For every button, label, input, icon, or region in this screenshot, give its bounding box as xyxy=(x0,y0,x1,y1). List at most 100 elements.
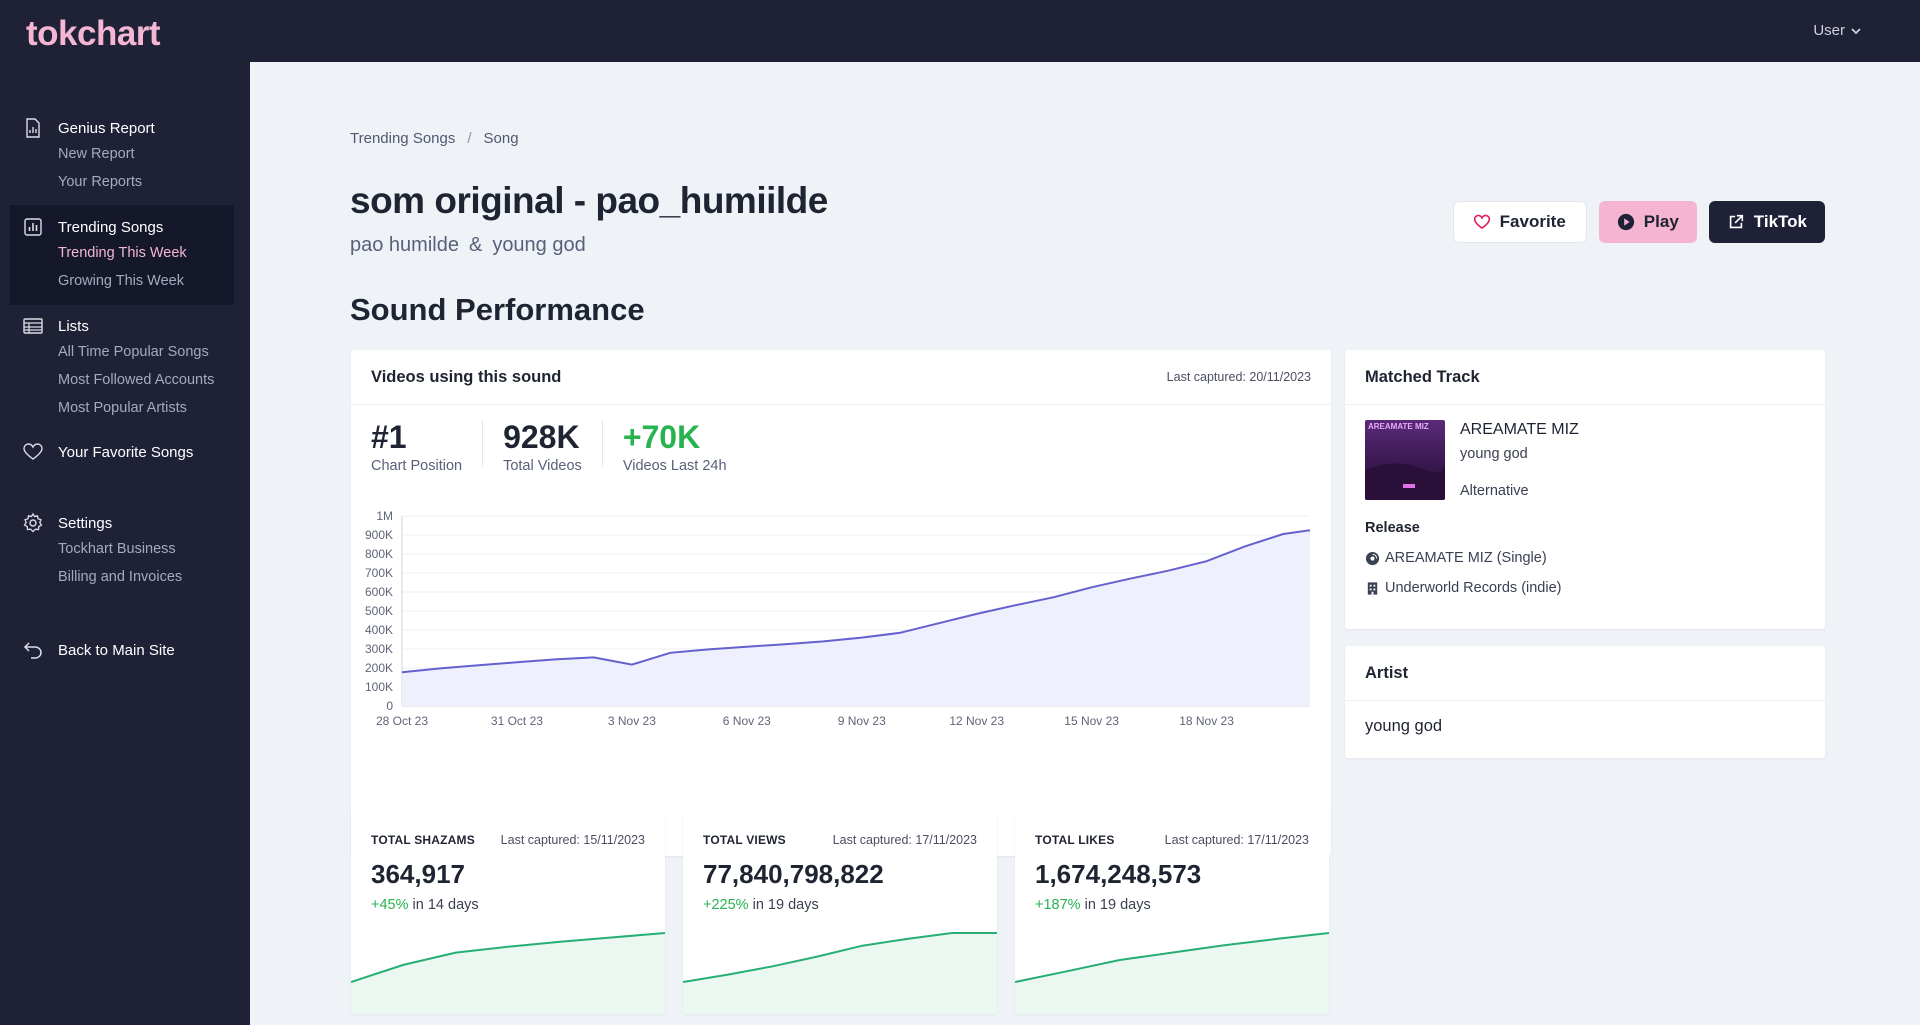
nav-trending-songs-label: Trending Songs xyxy=(58,218,164,236)
videos-area xyxy=(402,530,1310,706)
y-tick-label: 1M xyxy=(376,509,393,523)
nav-group-favorites: Your Favorite Songs xyxy=(10,430,234,474)
total-likes-sparkline xyxy=(1015,932,1329,1014)
release-name: AREAMATE MIZ (Single) xyxy=(1385,550,1547,566)
app-logo[interactable]: tokchart xyxy=(26,14,161,53)
nav-your-reports[interactable]: Your Reports xyxy=(58,174,143,190)
total-likes-head: TOTAL LIKES Last captured: 17/11/2023 xyxy=(1035,833,1309,847)
matched-track-genre: Alternative xyxy=(1460,483,1529,499)
nav-back-to-main-site[interactable]: Back to Main Site xyxy=(22,638,234,662)
nav-trending-this-week[interactable]: Trending This Week xyxy=(58,245,187,261)
y-tick-label: 900K xyxy=(365,528,393,542)
videos-chart: 0 100K 200K 300K 400K 500K 600K 700K 800K 900K 1M 2… xyxy=(365,509,1311,728)
section-title: Sound Performance xyxy=(350,292,645,327)
nav-settings[interactable]: Settings xyxy=(22,511,234,535)
total-views-head: TOTAL VIEWS Last captured: 17/11/2023 xyxy=(703,833,977,847)
back-arrow-icon xyxy=(23,642,42,659)
matched-track-card: Matched Track AREAMATE MIZ AREAMATE MIZ … xyxy=(1345,350,1825,629)
song-title: som original - pao_humiilde xyxy=(350,180,828,221)
x-tick-label: 18 Nov 23 xyxy=(1179,714,1234,728)
x-tick-label: 31 Oct 23 xyxy=(491,714,543,728)
x-tick-label: 9 Nov 23 xyxy=(838,714,886,728)
videos-last-captured: Last captured: 20/11/2023 xyxy=(1166,370,1311,384)
tiktok-button[interactable]: TikTok xyxy=(1708,201,1825,243)
sparkline-area xyxy=(1015,933,1329,1014)
stat-videos-last-24h: +70K Videos Last 24h xyxy=(622,419,747,474)
y-tick-label: 100K xyxy=(365,680,393,694)
user-menu[interactable]: User xyxy=(1813,22,1862,39)
videos-stats: #1 Chart Position 928K Total Videos +70K… xyxy=(371,419,767,474)
nav-new-report[interactable]: New Report xyxy=(58,146,135,162)
total-likes-value: 1,674,248,573 xyxy=(1035,859,1202,889)
nav-genius-report[interactable]: Genius Report xyxy=(22,116,234,140)
y-tick-label: 300K xyxy=(365,642,393,656)
release-label: Release xyxy=(1365,520,1420,536)
nav-your-favorite-songs[interactable]: Your Favorite Songs xyxy=(22,440,234,464)
nav-your-favorite-songs-label: Your Favorite Songs xyxy=(58,443,194,461)
stat-chart-position: #1 Chart Position xyxy=(371,419,484,474)
matched-track-artist[interactable]: young god xyxy=(1460,446,1528,462)
stat-chart-position-value: #1 xyxy=(371,419,407,455)
external-link-icon xyxy=(1729,214,1743,229)
y-tick-label: 500K xyxy=(365,604,393,618)
total-shazams-last-captured: Last captured: 15/11/2023 xyxy=(500,833,645,847)
total-shazams-pct: +45% xyxy=(371,897,409,913)
nav-lists[interactable]: Lists xyxy=(22,314,234,338)
album-cover-art: AREAMATE MIZ xyxy=(1365,420,1445,500)
song-artists: pao humilde & young god xyxy=(350,234,586,257)
document-chart-icon xyxy=(26,118,40,138)
play-circle-icon xyxy=(1617,213,1634,231)
matched-track-title: Matched Track xyxy=(1365,367,1480,386)
stat-videos-last-24h-label: Videos Last 24h xyxy=(622,458,727,474)
y-tick-label: 0 xyxy=(386,699,393,713)
artist-name[interactable]: young god xyxy=(1365,717,1443,735)
nav-lists-label: Lists xyxy=(58,317,89,335)
artist-card-header: Artist xyxy=(1345,646,1825,701)
total-views-delta: +225% in 19 days xyxy=(703,897,819,913)
total-shazams-card: TOTAL SHAZAMS Last captured: 15/11/2023 … xyxy=(351,811,665,1014)
y-tick-label: 400K xyxy=(365,623,393,637)
favorite-button[interactable]: Favorite xyxy=(1452,201,1587,243)
nav-most-followed-accounts[interactable]: Most Followed Accounts xyxy=(58,372,215,388)
nav-trending-songs[interactable]: Trending Songs xyxy=(22,215,234,239)
nav-tockhart-business[interactable]: Tockhart Business xyxy=(58,541,176,557)
nav-back-to-main-site-label: Back to Main Site xyxy=(58,641,175,659)
nav-genius-report-label: Genius Report xyxy=(58,119,155,137)
nav-billing-and-invoices[interactable]: Billing and Invoices xyxy=(58,569,183,585)
gear-icon xyxy=(23,512,43,533)
total-views-value: 77,840,798,822 xyxy=(703,859,884,889)
x-tick-label: 12 Nov 23 xyxy=(949,714,1004,728)
record-label-name: Underworld Records (indie) xyxy=(1385,580,1562,596)
tiktok-button-label: TikTok xyxy=(1753,212,1807,231)
nav-all-time-popular-songs[interactable]: All Time Popular Songs xyxy=(58,344,209,360)
stat-videos-last-24h-value: +70K xyxy=(622,419,701,455)
y-tick-label: 700K xyxy=(365,566,393,580)
matched-track-name[interactable]: AREAMATE MIZ xyxy=(1460,421,1579,438)
play-button[interactable]: Play xyxy=(1598,201,1697,243)
stat-total-videos: 928K Total Videos xyxy=(503,420,603,474)
favorite-button-label: Favorite xyxy=(1499,212,1566,231)
breadcrumb: Trending Songs / Song xyxy=(350,130,519,147)
nav-growing-this-week[interactable]: Growing This Week xyxy=(58,273,184,289)
disc-icon xyxy=(1365,551,1380,565)
sparkline-area xyxy=(351,933,665,1014)
top-bar: tokchart User xyxy=(0,0,1920,62)
videos-line xyxy=(401,529,1311,674)
heart-icon xyxy=(1473,214,1490,230)
song-artist-2[interactable]: young god xyxy=(492,234,586,256)
album-cover-text: AREAMATE MIZ xyxy=(1368,422,1429,431)
breadcrumb-separator: / xyxy=(467,130,472,147)
song-artist-1[interactable]: pao humilde xyxy=(350,234,459,256)
total-views-card: TOTAL VIEWS Last captured: 17/11/2023 77… xyxy=(683,811,997,1014)
nav-most-popular-artists[interactable]: Most Popular Artists xyxy=(58,400,187,416)
stat-total-videos-label: Total Videos xyxy=(503,458,582,474)
total-likes-pct: +187% xyxy=(1035,897,1081,913)
total-shazams-value: 364,917 xyxy=(371,859,465,889)
breadcrumb-trending-songs[interactable]: Trending Songs xyxy=(350,130,456,147)
song-actions: Favorite Play TikTok xyxy=(1452,201,1825,243)
videos-card: Videos using this sound Last captured: 2… xyxy=(351,350,1331,856)
label-line: Underworld Records (indie) xyxy=(1365,580,1562,596)
album-cover[interactable]: AREAMATE MIZ xyxy=(1365,420,1445,500)
videos-card-header: Videos using this sound Last captured: 2… xyxy=(351,350,1331,405)
total-views-sparkline xyxy=(683,932,997,1014)
